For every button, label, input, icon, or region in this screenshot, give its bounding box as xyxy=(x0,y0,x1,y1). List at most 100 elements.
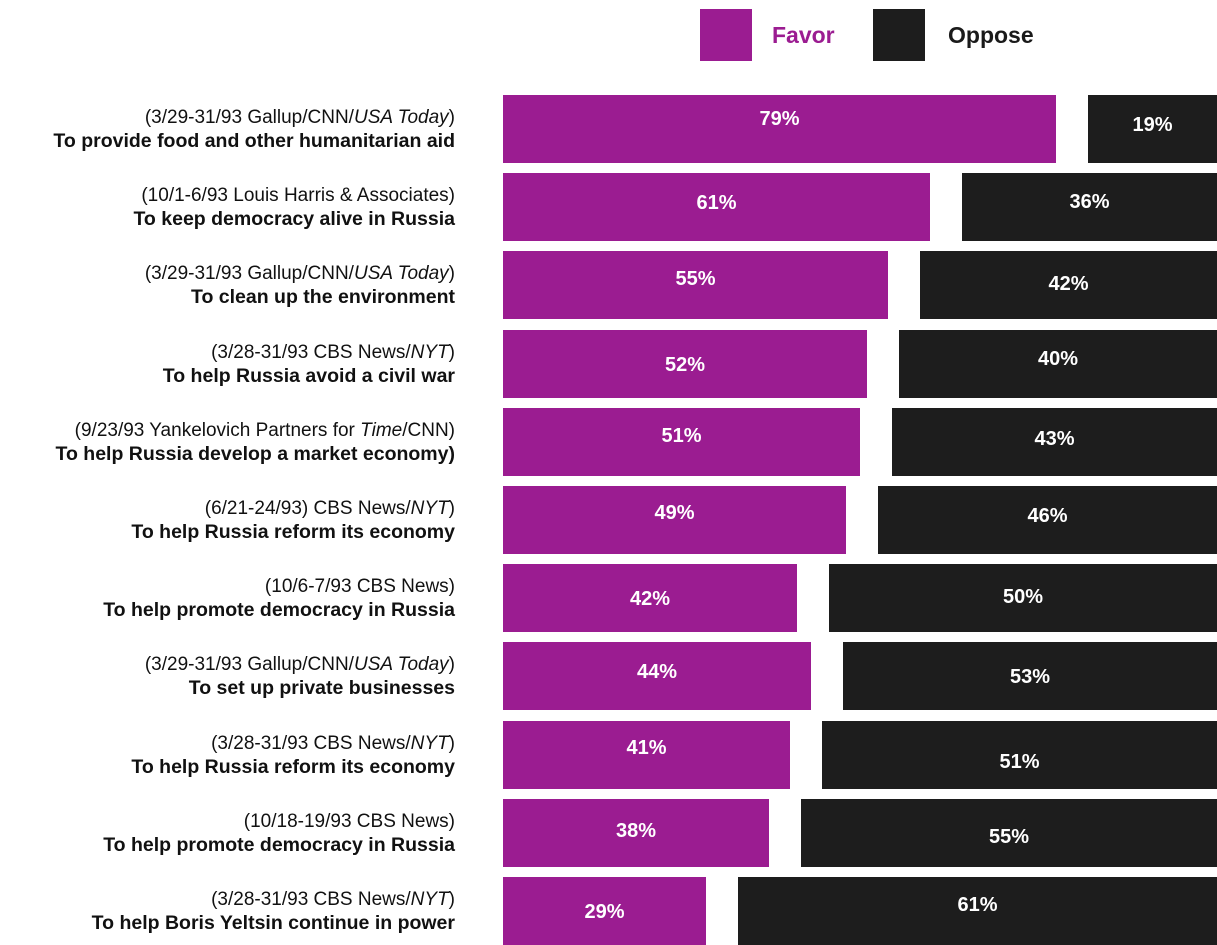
survey-source-part: (9/23/93 Yankelovich Partners for xyxy=(74,420,361,441)
survey-source-part: (3/28-31/93 CBS News/ xyxy=(211,733,411,754)
survey-question: To clean up the environment xyxy=(190,286,455,308)
survey-source: (3/28-31/93 CBS News/NYT) xyxy=(0,341,455,364)
bar-favor-label: 49% xyxy=(654,502,695,524)
bar-favor-label: 51% xyxy=(661,425,702,447)
chart-row: (10/18-19/93 CBS News) To help promote de… xyxy=(0,799,1217,867)
bar-oppose-label: 50% xyxy=(1002,586,1044,608)
category-label: (10/6-7/93 CBS News) To help promote demo… xyxy=(0,575,455,623)
survey-source-part: (3/29-31/93 Gallup/CNN/ xyxy=(144,263,354,284)
survey-source-part: USA Today xyxy=(353,263,449,284)
survey-source-part: ) xyxy=(448,654,455,675)
chart-row: (3/28-31/93 CBS News/NYT) To help Boris Y… xyxy=(0,877,1217,945)
bar-favor-label: 61% xyxy=(696,192,737,214)
bar-oppose: 61% xyxy=(738,877,1217,945)
survey-source-part: ) xyxy=(448,263,455,284)
chart-row: (3/28-31/93 CBS News/NYT) To help Russia … xyxy=(0,330,1217,398)
category-label: (3/28-31/93 CBS News/NYT) To help Boris Y… xyxy=(0,888,455,936)
chart-row: (3/29-31/93 Gallup/CNN/USA Today) To set … xyxy=(0,642,1217,710)
bar-oppose-label: 19% xyxy=(1132,114,1173,136)
survey-question: To help Boris Yeltsin continue in power xyxy=(91,912,455,934)
bar-oppose: 36% xyxy=(962,173,1217,241)
bar-favor-label: 44% xyxy=(636,661,678,683)
bar-oppose-label: 43% xyxy=(1034,428,1075,450)
survey-source-part: /CNN) xyxy=(402,420,455,441)
bar-oppose: 43% xyxy=(892,408,1217,476)
category-label: (10/1-6/93 Louis Harris & Associates) To … xyxy=(0,184,455,232)
category-label: (3/28-31/93 CBS News/NYT) To help Russia … xyxy=(0,341,455,389)
bar-favor-label: 38% xyxy=(615,820,657,842)
bar-oppose: 42% xyxy=(920,251,1217,319)
bar-favor: 52% xyxy=(503,330,867,398)
bar-favor-label: 41% xyxy=(626,737,667,759)
survey-source: (6/21-24/93) CBS News/NYT) xyxy=(0,497,455,520)
bar-oppose: 51% xyxy=(822,721,1217,789)
survey-question: To help Russia reform its economy xyxy=(131,521,455,543)
survey-source: (10/6-7/93 CBS News) xyxy=(0,575,455,598)
survey-source-part: USA Today xyxy=(353,107,449,128)
bar-oppose-label: 55% xyxy=(988,826,1030,848)
survey-source: (3/28-31/93 CBS News/NYT) xyxy=(0,888,455,911)
bar-favor-label: 42% xyxy=(629,588,671,610)
survey-source: (9/23/93 Yankelovich Partners for Time/C… xyxy=(0,419,455,442)
survey-question: To help promote democracy in Russia xyxy=(103,599,455,621)
legend-label-oppose: Oppose xyxy=(948,22,1034,48)
bar-favor: 49% xyxy=(503,486,846,554)
survey-question: To help Russia develop a market economy) xyxy=(55,443,455,465)
survey-source-part: (3/29-31/93 Gallup/CNN/ xyxy=(144,107,354,128)
bar-favor-label: 55% xyxy=(675,268,716,290)
survey-question: To help promote democracy in Russia xyxy=(103,834,455,856)
survey-question: To help Russia reform its economy xyxy=(131,756,455,778)
chart-row: (6/21-24/93) CBS News/NYT) To help Russia… xyxy=(0,486,1217,554)
survey-source-part: ) xyxy=(448,733,455,754)
survey-question: To help Russia avoid a civil war xyxy=(162,365,455,387)
bar-oppose-label: 51% xyxy=(999,751,1040,773)
chart-row: (9/23/93 Yankelovich Partners for Time/C… xyxy=(0,408,1217,476)
bar-favor: 51% xyxy=(503,408,860,476)
survey-source: (3/29-31/93 Gallup/CNN/USA Today) xyxy=(0,262,455,285)
bar-favor: 42% xyxy=(503,564,797,632)
bar-oppose: 46% xyxy=(878,486,1217,554)
survey-source-part: (10/1-6/93 Louis Harris & Associates) xyxy=(141,185,455,206)
bar-oppose-label: 42% xyxy=(1048,273,1089,295)
bar-oppose-label: 61% xyxy=(957,894,998,916)
chart-row: (10/6-7/93 CBS News) To help promote demo… xyxy=(0,564,1217,632)
chart-row: (3/29-31/93 Gallup/CNN/USA Today) To clea… xyxy=(0,251,1217,319)
category-label: (3/29-31/93 Gallup/CNN/USA Today) To prov… xyxy=(0,106,455,154)
chart-row: (10/1-6/93 Louis Harris & Associates) To … xyxy=(0,173,1217,241)
category-label: (10/18-19/93 CBS News) To help promote de… xyxy=(0,810,455,858)
bar-favor-label: 52% xyxy=(664,354,706,376)
legend: Favor Oppose xyxy=(0,0,1217,70)
bar-favor-label: 29% xyxy=(584,901,625,923)
bar-favor-label: 79% xyxy=(759,108,800,130)
survey-source-part: USA Today xyxy=(353,654,449,675)
chart-row: (3/29-31/93 Gallup/CNN/USA Today) To prov… xyxy=(0,95,1217,163)
category-label: (3/29-31/93 Gallup/CNN/USA Today) To clea… xyxy=(0,262,455,310)
survey-source-part: Time xyxy=(360,420,403,441)
bar-oppose: 55% xyxy=(801,799,1217,867)
survey-question: To provide food and other humanitarian a… xyxy=(53,130,455,152)
survey-source-part: ) xyxy=(448,342,455,363)
category-label: (3/29-31/93 Gallup/CNN/USA Today) To set … xyxy=(0,653,455,701)
survey-source-part: ) xyxy=(448,889,455,910)
bar-oppose: 50% xyxy=(829,564,1217,632)
category-label: (3/28-31/93 CBS News/NYT) To help Russia … xyxy=(0,732,455,780)
chart-row: (3/28-31/93 CBS News/NYT) To help Russia … xyxy=(0,721,1217,789)
survey-question: To keep democracy alive in Russia xyxy=(133,208,455,230)
bar-oppose: 40% xyxy=(899,330,1217,398)
bar-favor: 44% xyxy=(503,642,811,710)
bar-oppose: 53% xyxy=(843,642,1217,710)
survey-source: (10/1-6/93 Louis Harris & Associates) xyxy=(0,184,455,207)
survey-source-part: NYT xyxy=(410,889,449,910)
survey-source-part: NYT xyxy=(410,733,449,754)
survey-source-part: (10/6-7/93 CBS News) xyxy=(264,576,455,597)
survey-question: To set up private businesses xyxy=(188,677,455,699)
bar-oppose: 19% xyxy=(1088,95,1217,163)
bar-favor: 29% xyxy=(503,877,706,945)
survey-source-part: (10/18-19/93 CBS News) xyxy=(243,811,455,832)
legend-swatch-favor xyxy=(700,9,752,61)
bar-oppose-label: 53% xyxy=(1009,666,1051,688)
survey-source: (3/29-31/93 Gallup/CNN/USA Today) xyxy=(0,106,455,129)
category-label: (6/21-24/93) CBS News/NYT) To help Russia… xyxy=(0,497,455,545)
survey-source-part: (3/29-31/93 Gallup/CNN/ xyxy=(144,654,354,675)
